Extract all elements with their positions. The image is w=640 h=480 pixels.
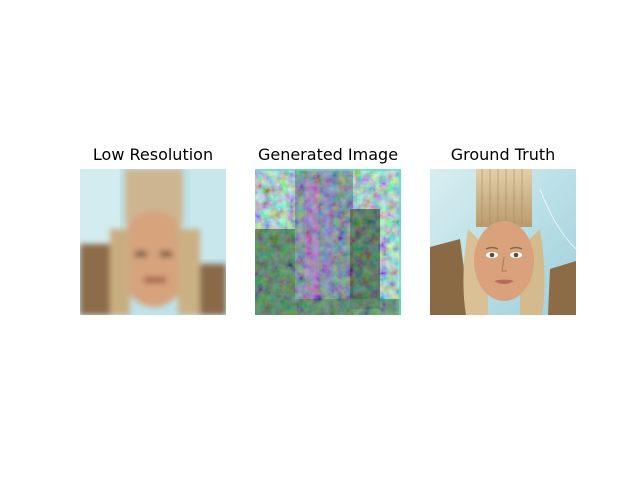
- panel-title-ground-truth: Ground Truth: [450, 145, 556, 164]
- noisy-generated-image: [255, 169, 401, 315]
- blurry-portrait-image: [80, 169, 226, 315]
- ground-truth-image: [430, 169, 576, 315]
- portrait-photo-image: [430, 169, 576, 315]
- generated-image: [255, 169, 401, 315]
- low-resolution-image: [80, 169, 226, 315]
- panel-title-low-resolution: Low Resolution: [92, 145, 214, 164]
- panel-title-generated-image: Generated Image: [257, 145, 399, 164]
